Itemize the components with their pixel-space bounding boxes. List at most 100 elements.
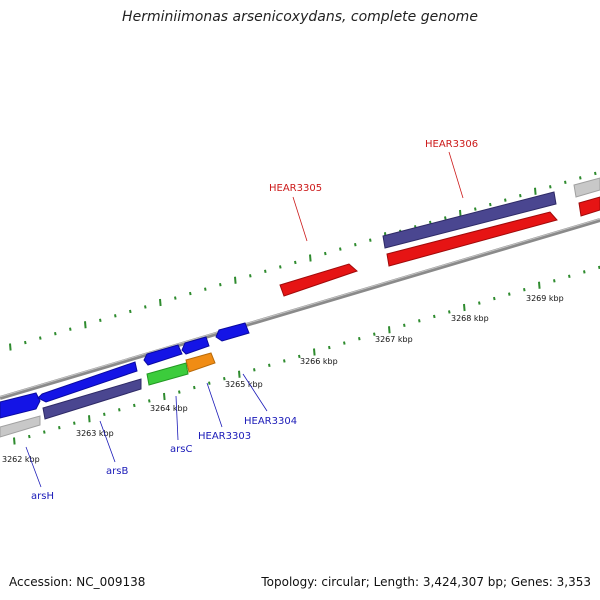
outer-ring-minor-tick: [549, 185, 552, 189]
scale-label-3262: 3262 kbp: [2, 455, 40, 464]
inner-ring-major-tick: [463, 303, 466, 312]
scale-label-3264: 3264 kbp: [150, 404, 188, 413]
gene-label-HEAR3306[interactable]: HEAR3306: [425, 139, 478, 150]
inner-ring-major-tick: [388, 326, 391, 334]
inner-ring-minor-tick: [493, 296, 496, 301]
inner-ring-minor-tick: [43, 430, 46, 434]
inner-ring-minor-tick: [478, 301, 481, 305]
inner-ring-minor-tick: [583, 270, 586, 274]
inner-ring-major-tick: [313, 348, 316, 356]
outer-ring-minor-tick: [579, 176, 582, 180]
gene-HEAR3306[interactable]: [382, 191, 557, 249]
inner-ring-minor-tick: [268, 363, 271, 368]
scale-label-3269: 3269 kbp: [526, 294, 564, 303]
outer-ring-minor-tick: [264, 269, 267, 274]
outer-ring-minor-tick: [354, 242, 357, 247]
leader-HEAR3305: [292, 196, 308, 242]
gene-HEAR3305[interactable]: [279, 263, 358, 297]
outer-ring-minor-tick: [219, 282, 222, 287]
inner-ring-minor-tick: [253, 368, 256, 372]
inner-ring-minor-tick: [283, 359, 286, 363]
outer-ring-minor-tick: [324, 251, 327, 256]
inner-ring-minor-tick: [373, 332, 376, 336]
inner-ring-minor-tick: [568, 274, 571, 279]
outer-ring-minor-tick: [594, 171, 597, 176]
outer-ring-minor-tick: [489, 202, 492, 207]
scale-label-3265: 3265 kbp: [225, 380, 263, 389]
inner-ring-minor-tick: [103, 412, 106, 416]
inner-ring-minor-tick: [403, 323, 406, 327]
gene-red-large[interactable]: [386, 211, 558, 267]
outer-ring-minor-tick: [204, 287, 207, 291]
gene-label-arsC[interactable]: arsC: [170, 444, 192, 455]
gene-arsB[interactable]: [42, 378, 142, 420]
outer-ring-minor-tick: [129, 309, 132, 314]
gene-blue-small-2[interactable]: [181, 336, 210, 355]
outer-ring-minor-tick: [564, 180, 567, 185]
outer-ring-major-tick: [9, 343, 12, 351]
inner-ring-minor-tick: [358, 336, 361, 341]
outer-ring-minor-tick: [69, 327, 72, 331]
inner-ring-minor-tick: [148, 399, 151, 403]
gene-grey-left[interactable]: [0, 415, 41, 438]
inner-ring-minor-tick: [133, 403, 136, 408]
outer-ring-minor-tick: [504, 198, 507, 202]
leader-HEAR3303: [206, 382, 223, 428]
gene-label-arsB[interactable]: arsB: [106, 466, 128, 477]
gene-HEAR3303[interactable]: [185, 352, 216, 373]
leader-arsB: [99, 420, 116, 463]
leader-arsH: [25, 446, 42, 488]
scale-label-3267: 3267 kbp: [375, 335, 413, 344]
outer-ring-major-tick: [309, 254, 312, 262]
outer-ring-minor-tick: [54, 331, 57, 336]
inner-ring-minor-tick: [193, 385, 196, 390]
outer-ring-minor-tick: [279, 265, 282, 269]
leader-arsC: [175, 395, 179, 441]
inner-ring-major-tick: [238, 370, 241, 378]
outer-ring-minor-tick: [474, 207, 477, 211]
outer-ring-minor-tick: [294, 260, 297, 265]
map-title: Herminiimonas arsenicoxydans, complete g…: [122, 9, 478, 25]
inner-ring-minor-tick: [298, 354, 301, 359]
outer-ring-minor-tick: [339, 247, 342, 251]
inner-ring-minor-tick: [28, 434, 31, 439]
outer-ring-minor-tick: [189, 291, 192, 296]
leader-HEAR3304: [242, 373, 268, 412]
outer-ring-major-tick: [84, 321, 87, 329]
gene-arsH[interactable]: [0, 392, 41, 419]
inner-ring-minor-tick: [208, 381, 211, 385]
gene-red-right[interactable]: [578, 196, 600, 217]
gene-label-HEAR3303[interactable]: HEAR3303: [198, 431, 251, 442]
gene-blue-small-1[interactable]: [143, 344, 183, 366]
genome-backbone-line: [0, 218, 600, 400]
inner-ring-minor-tick: [223, 376, 226, 381]
inner-ring-major-tick: [163, 392, 166, 401]
inner-ring-minor-tick: [523, 287, 526, 292]
inner-ring-minor-tick: [178, 390, 181, 394]
outer-ring-major-tick: [534, 187, 537, 195]
inner-ring-major-tick: [88, 415, 91, 423]
outer-ring-minor-tick: [39, 336, 42, 340]
outer-ring-minor-tick: [249, 274, 252, 278]
inner-ring-minor-tick: [448, 310, 451, 314]
gene-label-HEAR3304[interactable]: HEAR3304: [244, 416, 297, 427]
gene-blue-large[interactable]: [37, 361, 138, 403]
inner-ring-minor-tick: [343, 341, 346, 345]
gene-label-HEAR3305[interactable]: HEAR3305: [269, 183, 322, 194]
scale-label-3263: 3263 kbp: [76, 429, 114, 438]
genome-summary-text: Topology: circular; Length: 3,424,307 bp…: [261, 575, 591, 589]
inner-ring-major-tick: [13, 437, 16, 445]
gene-HEAR3304[interactable]: [215, 322, 250, 342]
outer-ring-minor-tick: [144, 305, 147, 309]
gene-label-arsH[interactable]: arsH: [31, 491, 54, 502]
inner-ring-minor-tick: [328, 345, 331, 350]
outer-ring-minor-tick: [519, 193, 522, 198]
gene-arsC[interactable]: [146, 362, 189, 386]
outer-ring-minor-tick: [174, 296, 177, 300]
outer-ring-major-tick: [234, 276, 237, 284]
gene-grey-right[interactable]: [573, 177, 600, 198]
inner-ring-minor-tick: [433, 314, 436, 319]
scale-label-3268: 3268 kbp: [451, 314, 489, 323]
leader-HEAR3306: [448, 151, 464, 199]
